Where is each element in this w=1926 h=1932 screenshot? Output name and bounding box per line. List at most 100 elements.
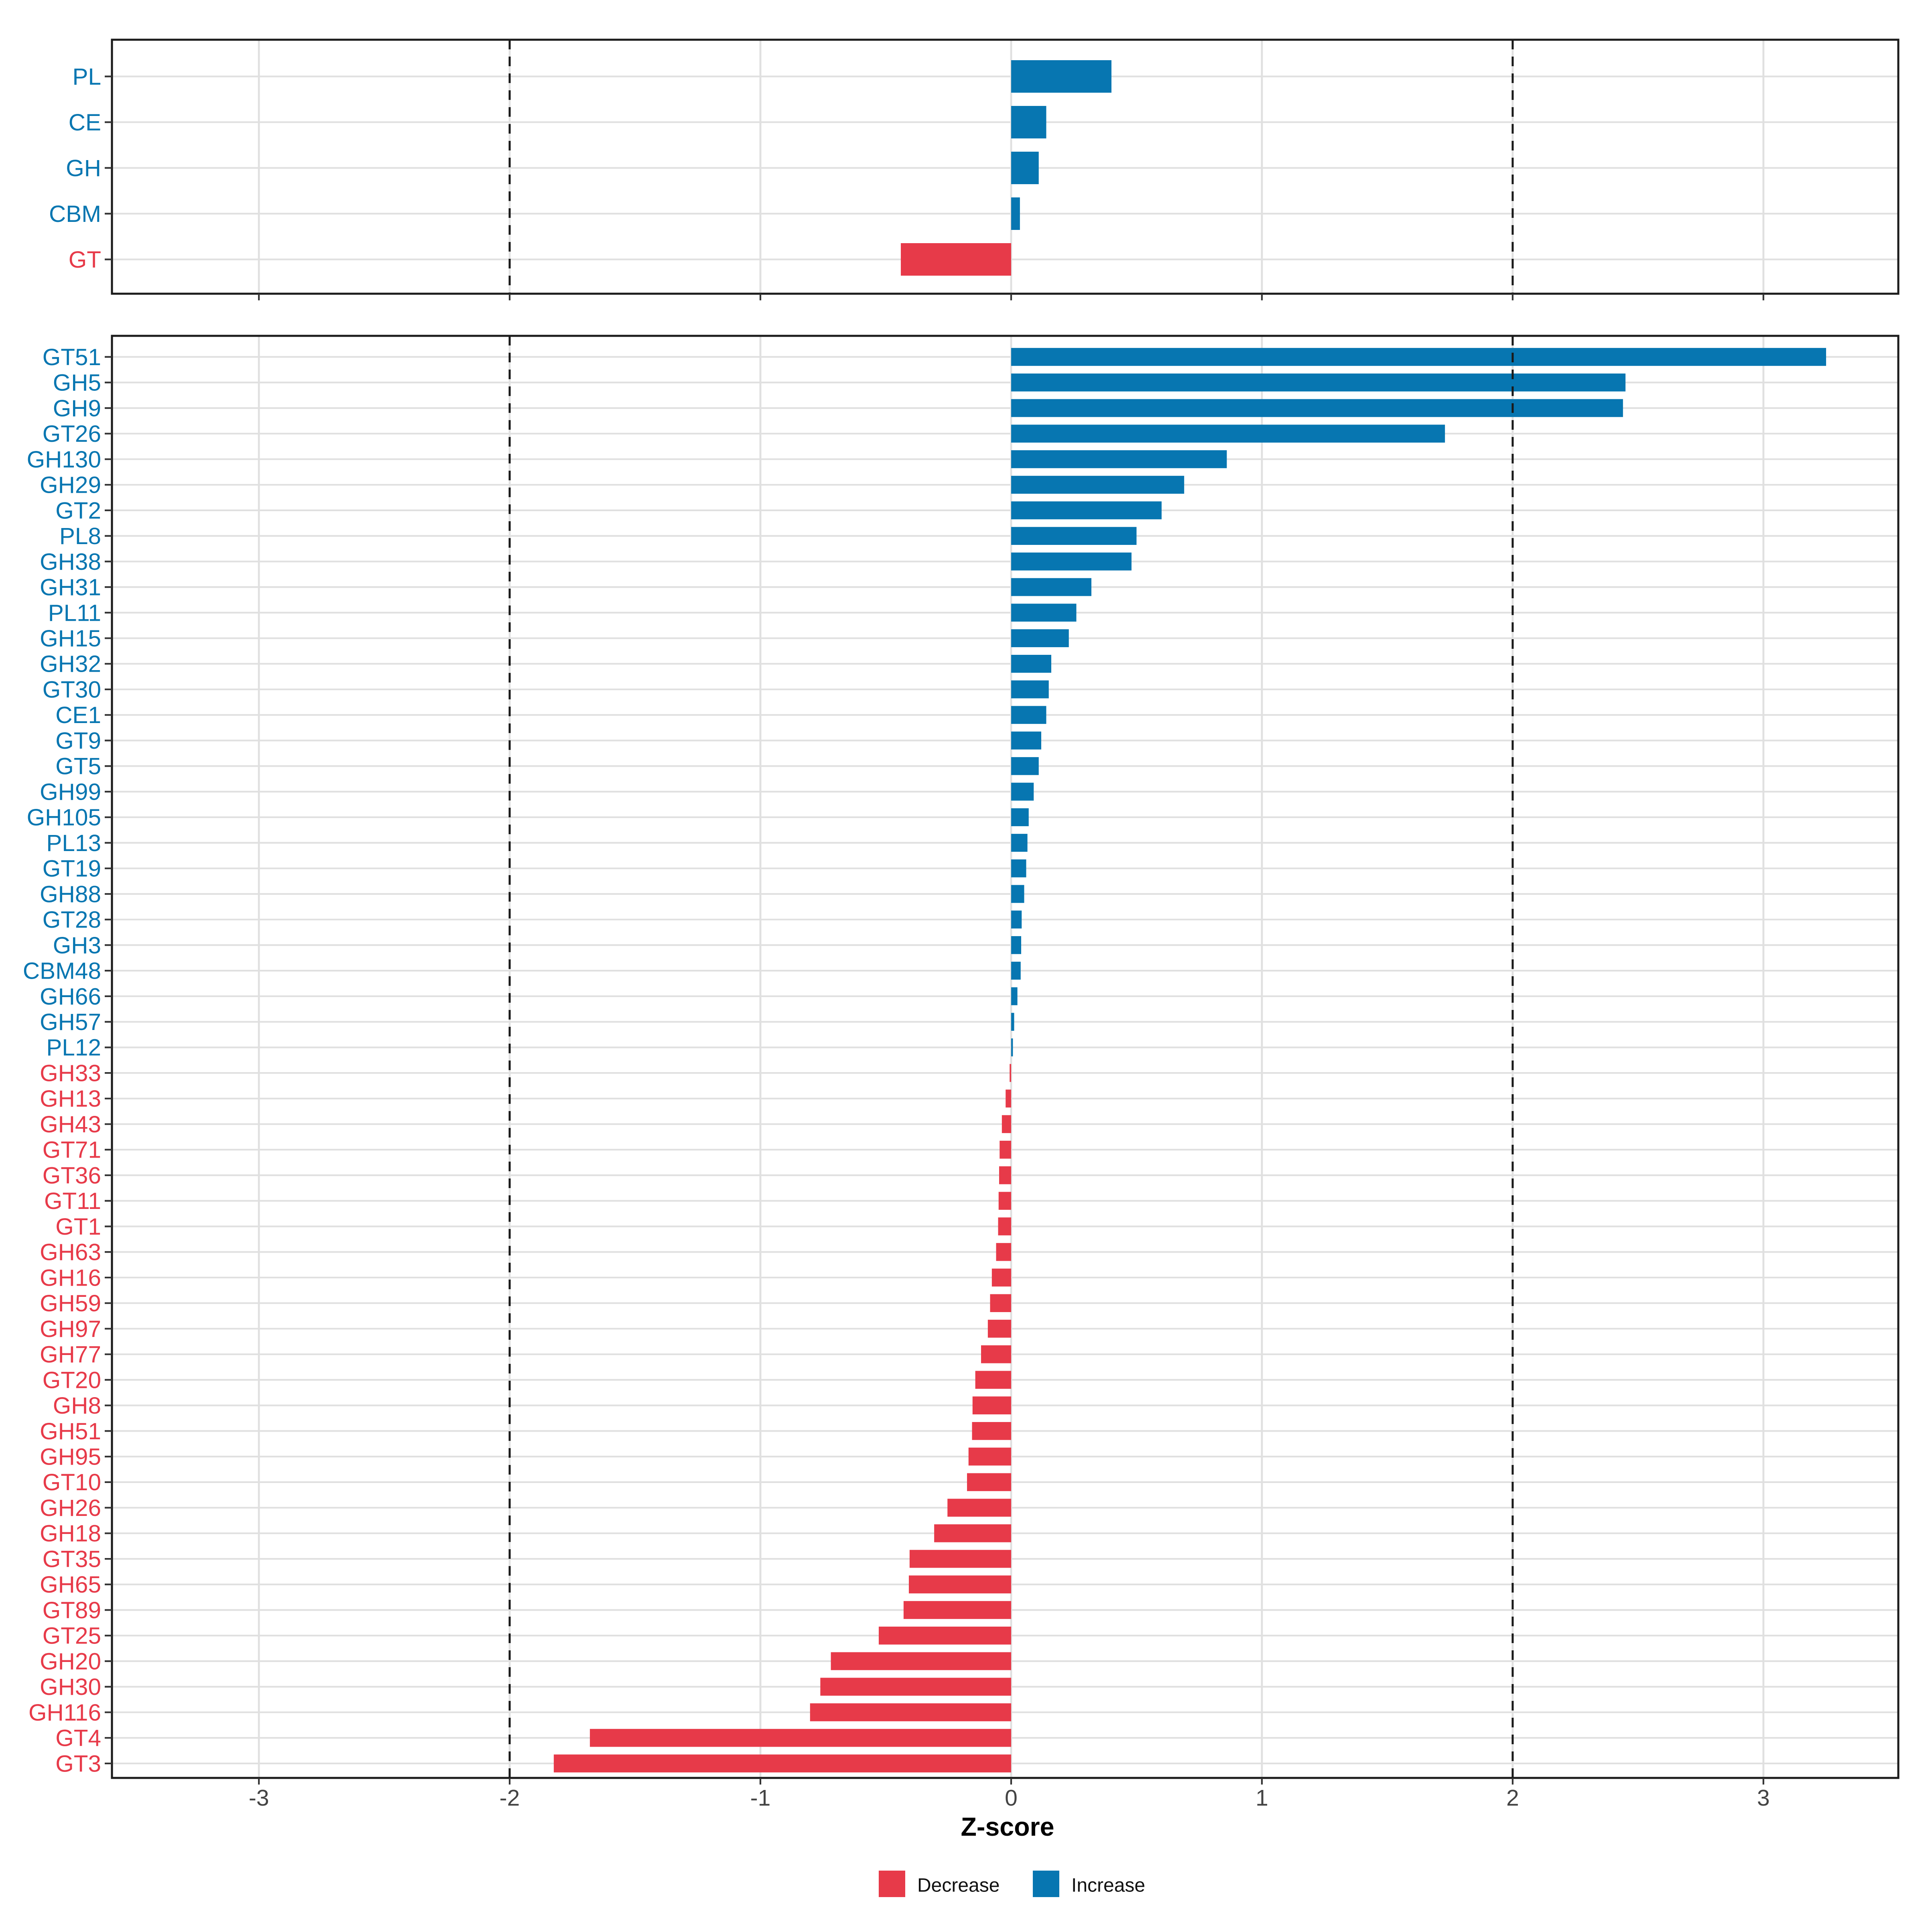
category-label-GT19: GT19 xyxy=(43,856,101,882)
category-label-GH77: GH77 xyxy=(40,1342,101,1368)
bar-GH15 xyxy=(1011,629,1069,647)
category-label-GH33: GH33 xyxy=(40,1060,101,1086)
category-label-CBM: CBM xyxy=(49,201,101,227)
bar-GH29 xyxy=(1011,475,1184,494)
category-label-GH116: GH116 xyxy=(28,1700,101,1726)
category-label-GH5: GH5 xyxy=(53,370,101,396)
bar-GH97 xyxy=(987,1320,1011,1338)
bar-GT2 xyxy=(1011,501,1162,520)
category-label-GH43: GH43 xyxy=(40,1111,101,1138)
category-label-GH31: GH31 xyxy=(40,575,101,601)
bar-GH77 xyxy=(981,1345,1011,1363)
category-label-GT11: GT11 xyxy=(44,1188,101,1214)
bar-GH38 xyxy=(1011,553,1132,571)
category-label-GH20: GH20 xyxy=(40,1648,101,1674)
category-label-GT3: GT3 xyxy=(55,1751,101,1777)
bar-GT9 xyxy=(1011,731,1041,750)
bar-GT xyxy=(901,243,1011,276)
category-label-GH63: GH63 xyxy=(40,1239,101,1266)
bar-GT26 xyxy=(1011,425,1445,443)
category-label-GH18: GH18 xyxy=(40,1521,101,1547)
category-label-GH13: GH13 xyxy=(40,1086,101,1112)
bar-GT28 xyxy=(1011,910,1022,929)
category-label-CE: CE xyxy=(69,110,101,136)
category-label-GH29: GH29 xyxy=(40,472,101,498)
x-tick-label--2: -2 xyxy=(500,1785,520,1811)
legend: Decrease Increase xyxy=(879,1871,1145,1897)
bar-GT20 xyxy=(975,1371,1011,1389)
category-label-GH9: GH9 xyxy=(53,395,101,421)
x-tick-label-0: 0 xyxy=(1005,1785,1018,1811)
category-label-GH66: GH66 xyxy=(40,983,101,1010)
category-label-GH30: GH30 xyxy=(40,1674,101,1700)
category-label-GT20: GT20 xyxy=(43,1367,101,1393)
category-label-GT28: GT28 xyxy=(43,907,101,933)
bar-GH63 xyxy=(996,1243,1011,1261)
category-label-GH15: GH15 xyxy=(40,626,101,652)
bar-GH5 xyxy=(1011,373,1626,392)
bar-GH16 xyxy=(991,1268,1011,1287)
bar-GH31 xyxy=(1011,578,1091,596)
category-label-GH59: GH59 xyxy=(40,1290,101,1316)
category-label-GT4: GT4 xyxy=(55,1725,101,1751)
bar-GH20 xyxy=(831,1652,1011,1670)
category-label-GH51: GH51 xyxy=(40,1418,101,1444)
x-tick-label-2: 2 xyxy=(1506,1785,1519,1811)
panel-border-top xyxy=(111,39,1900,295)
bar-GH33 xyxy=(1010,1064,1011,1082)
category-label-PL13: PL13 xyxy=(46,830,101,856)
category-label-GT30: GT30 xyxy=(43,677,101,703)
category-label-CE1: CE1 xyxy=(55,702,101,728)
bar-PL11 xyxy=(1011,603,1077,622)
category-label-GT36: GT36 xyxy=(43,1162,101,1188)
legend-swatch-decrease xyxy=(879,1871,905,1897)
category-label-GT71: GT71 xyxy=(43,1137,101,1163)
bar-GH26 xyxy=(947,1499,1011,1517)
category-label-GH: GH xyxy=(66,155,101,181)
category-label-GH130: GH130 xyxy=(27,447,101,473)
bar-GH32 xyxy=(1011,654,1051,673)
bar-CE xyxy=(1011,106,1046,138)
category-label-GT89: GT89 xyxy=(43,1597,101,1623)
category-label-GT2: GT2 xyxy=(55,498,101,524)
category-label-GH99: GH99 xyxy=(40,779,101,805)
bar-GT36 xyxy=(999,1166,1011,1184)
bar-GH105 xyxy=(1011,808,1029,827)
bar-GH3 xyxy=(1011,936,1021,954)
bar-GH30 xyxy=(820,1678,1011,1696)
category-label-GH88: GH88 xyxy=(40,881,101,907)
category-label-CBM48: CBM48 xyxy=(23,958,101,984)
category-label-GT1: GT1 xyxy=(55,1214,101,1240)
category-label-GH26: GH26 xyxy=(40,1495,101,1521)
category-label-PL: PL xyxy=(72,64,101,90)
bar-GT19 xyxy=(1011,859,1026,878)
bar-PL13 xyxy=(1011,834,1028,852)
bar-GT71 xyxy=(1000,1140,1011,1159)
bar-GH130 xyxy=(1011,450,1227,468)
bar-GH51 xyxy=(972,1422,1011,1440)
category-label-PL11: PL11 xyxy=(48,600,101,626)
category-label-GT5: GT5 xyxy=(55,754,101,780)
category-label-GH32: GH32 xyxy=(40,651,101,677)
bar-GH65 xyxy=(909,1575,1011,1594)
bar-PL12 xyxy=(1011,1038,1013,1056)
bar-GT11 xyxy=(998,1192,1011,1210)
bar-GH57 xyxy=(1011,1013,1014,1031)
category-label-GT: GT xyxy=(69,247,101,273)
category-label-GH97: GH97 xyxy=(40,1316,101,1342)
legend-label-decrease: Decrease xyxy=(917,1875,1000,1896)
category-label-GT26: GT26 xyxy=(43,421,101,447)
category-label-GT35: GT35 xyxy=(43,1546,101,1572)
bar-GH59 xyxy=(990,1294,1011,1312)
legend-swatch-increase xyxy=(1033,1871,1059,1897)
legend-label-increase: Increase xyxy=(1071,1875,1145,1896)
category-label-GH57: GH57 xyxy=(40,1009,101,1035)
x-tick-label-1: 1 xyxy=(1256,1785,1268,1811)
category-label-GT9: GT9 xyxy=(55,728,101,754)
bar-GT10 xyxy=(967,1473,1011,1491)
chart-generated-content: PLCEGHCBMGTGT51GH5GH9GT26GH130GH29GT2PL8… xyxy=(23,39,1900,1811)
bar-GT51 xyxy=(1011,348,1826,366)
bar-CBM48 xyxy=(1011,961,1021,980)
bar-PL xyxy=(1011,60,1111,93)
